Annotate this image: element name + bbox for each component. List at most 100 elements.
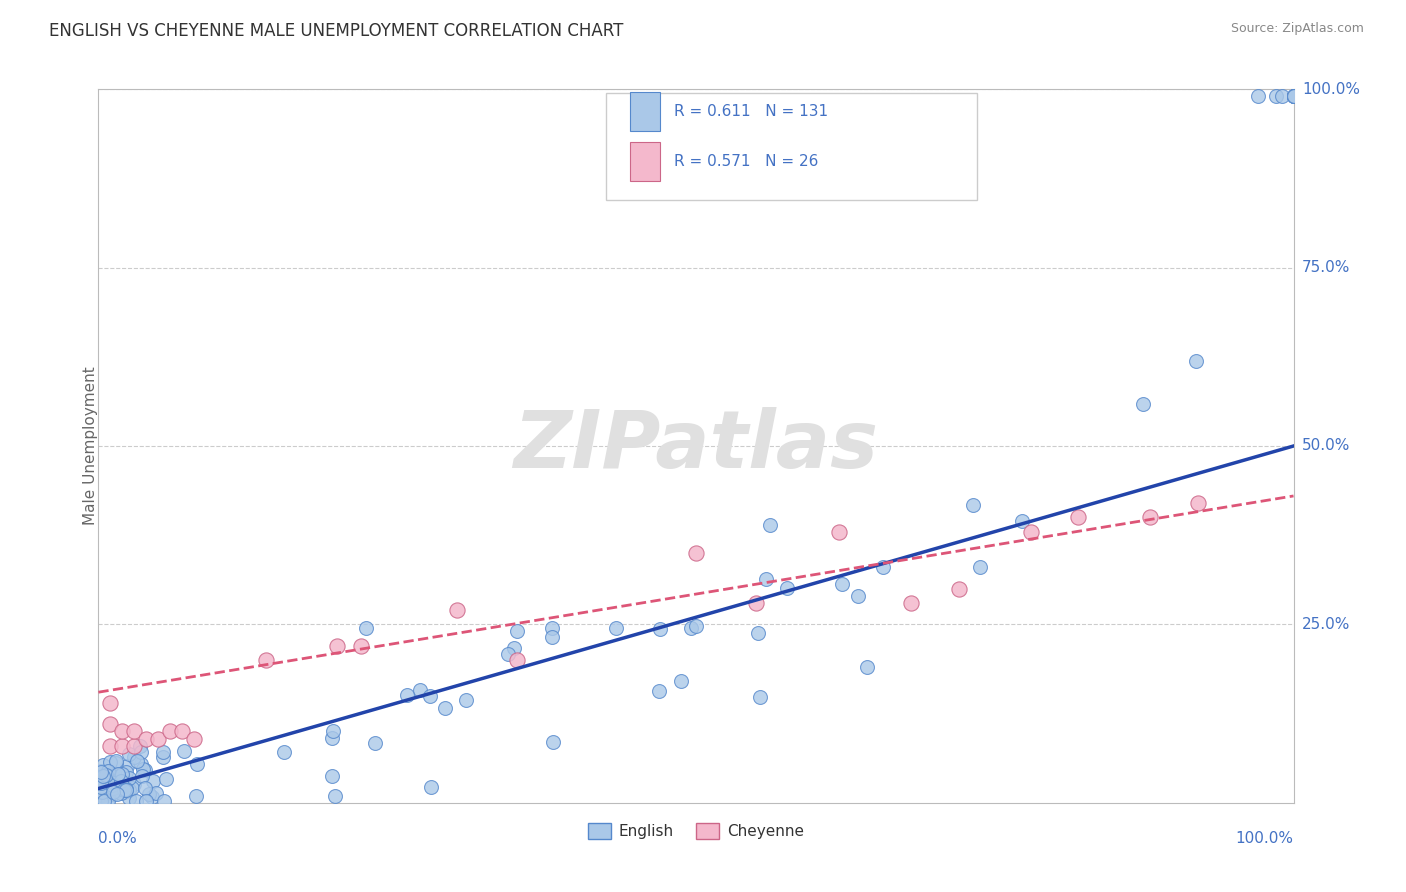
Point — [132, 762, 155, 776]
Point — [104, 776, 127, 790]
Point — [90, 764, 112, 778]
Point — [98, 739, 122, 753]
Point — [321, 769, 343, 783]
Point — [93, 783, 115, 797]
Point — [856, 659, 879, 673]
Point — [111, 767, 134, 781]
Point — [172, 724, 194, 739]
Point — [454, 693, 477, 707]
Point — [183, 731, 205, 746]
Point — [129, 745, 152, 759]
Point — [541, 734, 564, 748]
Point — [124, 739, 146, 753]
Text: Source: ZipAtlas.com: Source: ZipAtlas.com — [1230, 22, 1364, 36]
Point — [669, 674, 692, 689]
Point — [112, 784, 135, 798]
Point — [446, 603, 468, 617]
Point — [96, 794, 118, 808]
Point — [129, 739, 152, 753]
Point — [94, 765, 117, 780]
Point — [90, 783, 112, 797]
Point — [747, 626, 769, 640]
Point — [1282, 89, 1305, 103]
Point — [125, 794, 148, 808]
Text: 50.0%: 50.0% — [1302, 439, 1350, 453]
Point — [872, 560, 894, 574]
Point — [91, 757, 114, 772]
Point — [103, 779, 125, 793]
Point — [148, 731, 170, 746]
Point — [93, 794, 115, 808]
Point — [748, 690, 770, 704]
Point — [112, 783, 135, 797]
Point — [90, 794, 112, 808]
Point — [755, 572, 778, 586]
Point — [90, 788, 112, 802]
Point — [1264, 89, 1286, 103]
Text: 100.0%: 100.0% — [1302, 82, 1360, 96]
Point — [1271, 89, 1294, 103]
Point — [145, 786, 167, 800]
Text: ZIPatlas: ZIPatlas — [513, 407, 879, 485]
Point — [419, 689, 441, 703]
Point — [419, 780, 441, 794]
Point — [118, 747, 141, 761]
Point — [105, 787, 128, 801]
Text: 75.0%: 75.0% — [1302, 260, 1350, 275]
Point — [107, 767, 129, 781]
Point — [135, 731, 157, 746]
Point — [186, 789, 208, 803]
Point — [91, 773, 114, 788]
Point — [434, 701, 457, 715]
Point — [364, 736, 387, 750]
Point — [105, 756, 128, 770]
Point — [98, 696, 122, 710]
Point — [1139, 510, 1161, 524]
Point — [1282, 89, 1305, 103]
Point — [496, 647, 519, 661]
Point — [100, 774, 122, 789]
Point — [100, 767, 122, 781]
Point — [1247, 89, 1270, 103]
Point — [101, 780, 124, 794]
Y-axis label: Male Unemployment: Male Unemployment — [83, 367, 97, 525]
Point — [648, 684, 671, 698]
Point — [142, 773, 165, 788]
Point — [94, 768, 117, 782]
Point — [94, 782, 117, 797]
Point — [1011, 514, 1033, 528]
Point — [118, 783, 141, 797]
Point — [540, 621, 562, 635]
Point — [131, 769, 153, 783]
Point — [962, 498, 984, 512]
Point — [115, 782, 138, 797]
Point — [1282, 89, 1305, 103]
Point — [90, 776, 112, 790]
Point — [679, 621, 702, 635]
Point — [129, 757, 152, 772]
Point — [110, 774, 132, 789]
Point — [104, 783, 127, 797]
Point — [94, 780, 117, 795]
Point — [900, 596, 922, 610]
Text: 0.0%: 0.0% — [98, 831, 138, 847]
Point — [138, 788, 160, 802]
Point — [101, 778, 124, 792]
Point — [115, 759, 138, 773]
Text: 100.0%: 100.0% — [1236, 831, 1294, 847]
Point — [100, 772, 122, 787]
Point — [155, 772, 177, 787]
Point — [121, 780, 143, 795]
Point — [118, 771, 141, 785]
Point — [98, 783, 121, 797]
Point — [506, 653, 529, 667]
Point — [90, 780, 112, 795]
Point — [115, 765, 138, 780]
Point — [152, 750, 174, 764]
FancyBboxPatch shape — [630, 142, 661, 181]
Text: R = 0.611   N = 131: R = 0.611 N = 131 — [675, 104, 828, 120]
Point — [685, 546, 707, 560]
Point — [759, 518, 782, 533]
Point — [326, 639, 349, 653]
Point — [90, 794, 112, 808]
